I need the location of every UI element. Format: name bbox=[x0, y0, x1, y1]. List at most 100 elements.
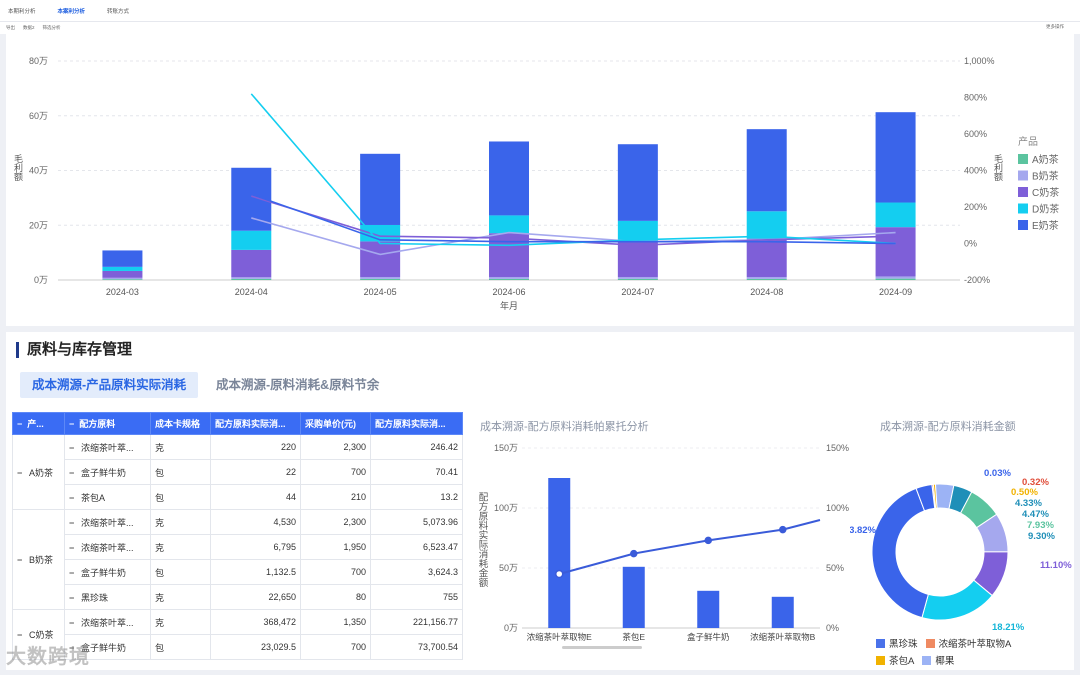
bar-segment[interactable] bbox=[617, 278, 658, 280]
collapse-icon[interactable]: − bbox=[69, 567, 75, 578]
table-row[interactable]: − C奶茶 − 浓缩茶叶萃... 克 368,472 1,350 221,156.77 bbox=[12, 609, 463, 660]
collapse-icon[interactable]: − bbox=[69, 642, 75, 653]
collapse-icon[interactable]: − bbox=[69, 542, 75, 553]
collapse-icon[interactable]: − bbox=[69, 442, 75, 453]
bar-segment[interactable] bbox=[231, 278, 272, 280]
bar-segment[interactable] bbox=[360, 224, 401, 242]
bar-segment[interactable] bbox=[875, 278, 916, 280]
bar-segment[interactable] bbox=[746, 238, 787, 277]
collapse-icon[interactable]: − bbox=[17, 555, 23, 565]
header-actual-amount[interactable]: 配方原料实际消... bbox=[370, 412, 463, 435]
filter-analysis-button[interactable]: 筛选分析 bbox=[42, 25, 61, 30]
bar-segment[interactable] bbox=[875, 112, 916, 203]
bar-segment[interactable] bbox=[102, 279, 143, 280]
bar-segment[interactable] bbox=[360, 276, 401, 279]
tab-consumption-surplus[interactable]: 成本溯源-原料消耗&原料节余 bbox=[216, 378, 380, 392]
collapse-icon[interactable]: − bbox=[17, 467, 23, 478]
bar-segment[interactable] bbox=[102, 250, 143, 267]
bar-segment[interactable] bbox=[617, 276, 658, 279]
collapse-icon[interactable]: − bbox=[69, 517, 75, 528]
bar-segment[interactable] bbox=[102, 266, 143, 271]
bar-segment[interactable] bbox=[875, 202, 916, 228]
legend-swatch[interactable] bbox=[1018, 220, 1028, 230]
legend-swatch[interactable] bbox=[1018, 154, 1028, 164]
pareto-point[interactable] bbox=[704, 536, 712, 545]
tab-period-analysis[interactable]: 本期利分析 bbox=[8, 8, 36, 15]
collapse-icon[interactable]: − bbox=[69, 492, 75, 503]
bar-segment[interactable] bbox=[489, 215, 529, 234]
pareto-bar[interactable] bbox=[548, 478, 571, 628]
bar-segment[interactable] bbox=[360, 278, 401, 280]
legend-item[interactable]: 椰果 bbox=[922, 653, 954, 667]
export-button[interactable]: 导出 bbox=[6, 25, 15, 30]
legend-swatch[interactable] bbox=[1018, 170, 1028, 181]
bar-segment[interactable] bbox=[746, 278, 787, 280]
more-actions-button[interactable]: 更多操作 bbox=[1046, 24, 1064, 29]
pie-slice[interactable] bbox=[921, 579, 993, 621]
collapse-icon[interactable]: − bbox=[17, 419, 23, 429]
product-cell[interactable]: − A奶茶 bbox=[12, 434, 65, 510]
scrollbar[interactable] bbox=[562, 646, 642, 649]
bar-segment[interactable] bbox=[102, 277, 143, 280]
bar-segment[interactable] bbox=[360, 153, 401, 225]
legend-item[interactable]: 黑珍珠 bbox=[876, 636, 918, 650]
collapse-icon[interactable]: − bbox=[69, 617, 75, 628]
series-line[interactable] bbox=[250, 93, 896, 247]
table-row[interactable]: − B奶茶 − 浓缩茶叶萃... 克 4,530 2,300 5,073.96 bbox=[12, 509, 463, 610]
table-row[interactable]: − 浓缩茶叶萃... 克 6,795 1,950 6,523.47 bbox=[13, 534, 463, 560]
legend-label[interactable]: A奶茶 bbox=[1032, 153, 1059, 166]
bar-segment[interactable] bbox=[102, 270, 143, 278]
header-spec[interactable]: 成本卡规格 bbox=[150, 412, 211, 435]
pareto-bar[interactable] bbox=[697, 590, 720, 628]
legend-swatch[interactable] bbox=[1018, 203, 1028, 214]
table-row[interactable]: − A奶茶 − 浓缩茶叶萃... 克 220 2,300 246.42 bbox=[12, 434, 463, 510]
pareto-point[interactable] bbox=[630, 549, 638, 558]
bar-segment[interactable] bbox=[617, 241, 658, 277]
pareto-bar[interactable] bbox=[622, 566, 645, 628]
table-row[interactable]: − 盒子鲜牛奶包 23,029.5 700 73,700.54 bbox=[13, 634, 463, 660]
collapse-icon[interactable]: − bbox=[69, 592, 75, 603]
bar-segment[interactable] bbox=[360, 241, 401, 277]
series-line[interactable] bbox=[251, 217, 896, 256]
pareto-point[interactable] bbox=[555, 569, 564, 579]
product-cell[interactable]: − C奶茶 bbox=[12, 609, 65, 660]
bar-segment[interactable] bbox=[617, 144, 658, 221]
tab-case-analysis[interactable]: 本案利分析 bbox=[57, 8, 86, 15]
data-button[interactable]: 数据2 bbox=[23, 25, 35, 30]
bar-segment[interactable] bbox=[231, 249, 272, 278]
header-material[interactable]: − 配方原料 bbox=[64, 412, 151, 435]
table-row[interactable]: − 盒子鲜牛奶包 1,132.5 700 3,624.3 bbox=[13, 559, 463, 585]
header-unit-price[interactable]: 采购单价(元) bbox=[300, 412, 371, 435]
bar-segment[interactable] bbox=[489, 233, 529, 277]
series-line[interactable] bbox=[251, 193, 896, 245]
pie-slice[interactable] bbox=[915, 483, 936, 512]
collapse-icon[interactable]: − bbox=[69, 419, 75, 429]
bar-segment[interactable] bbox=[617, 220, 658, 242]
table-row[interactable]: − 盒子鲜牛奶包 22 700 70.41 bbox=[13, 459, 463, 485]
bar-segment[interactable] bbox=[875, 276, 916, 279]
bar-segment[interactable] bbox=[746, 276, 787, 279]
bar-segment[interactable] bbox=[489, 278, 529, 280]
legend-label[interactable]: C奶茶 bbox=[1032, 186, 1059, 199]
collapse-icon[interactable]: − bbox=[17, 630, 23, 640]
header-product[interactable]: − 产... bbox=[12, 412, 65, 435]
table-row[interactable]: − 黑珍珠克 22,650 80 755 bbox=[13, 584, 463, 610]
tab-transfer-method[interactable]: 转账方式 bbox=[107, 8, 130, 15]
bar-segment[interactable] bbox=[489, 276, 529, 279]
bar-segment[interactable] bbox=[746, 129, 787, 212]
collapse-icon[interactable]: − bbox=[69, 467, 75, 478]
bar-segment[interactable] bbox=[231, 230, 272, 250]
pareto-bar[interactable] bbox=[771, 596, 794, 628]
legend-label[interactable]: E奶茶 bbox=[1032, 219, 1059, 232]
header-actual-qty[interactable]: 配方原料实际消... bbox=[210, 412, 301, 435]
pie-slice[interactable] bbox=[871, 487, 929, 619]
bar-segment[interactable] bbox=[231, 277, 272, 279]
pareto-point[interactable] bbox=[779, 525, 787, 534]
bar-segment[interactable] bbox=[875, 227, 916, 277]
legend-label[interactable]: B奶茶 bbox=[1032, 170, 1059, 183]
product-cell[interactable]: − B奶茶 bbox=[12, 509, 65, 610]
bar-segment[interactable] bbox=[489, 141, 529, 216]
legend-item[interactable]: 茶包A bbox=[876, 653, 914, 667]
legend-item[interactable]: 浓缩茶叶萃取物A bbox=[925, 636, 1011, 650]
table-row[interactable]: − 茶包A 包 44 210 13.2 bbox=[13, 484, 463, 510]
